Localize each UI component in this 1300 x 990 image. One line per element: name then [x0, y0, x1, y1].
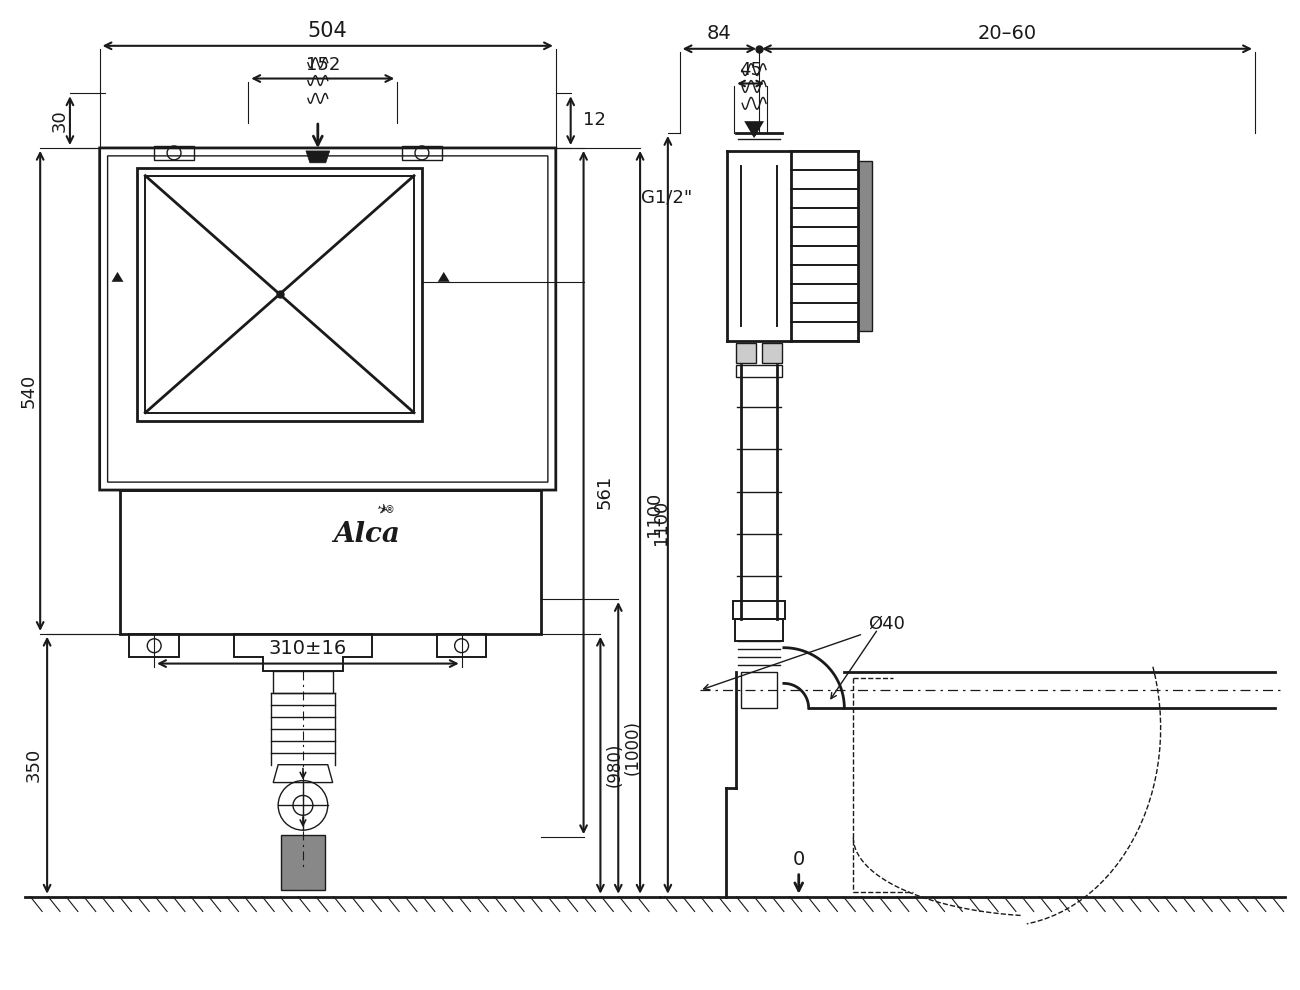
Polygon shape: [306, 150, 330, 162]
Text: (980): (980): [606, 743, 624, 787]
Text: ✈: ✈: [374, 501, 390, 519]
Polygon shape: [112, 272, 124, 282]
Polygon shape: [438, 272, 450, 282]
Text: 45: 45: [740, 60, 762, 78]
Text: 1100: 1100: [645, 492, 663, 538]
Text: 152: 152: [306, 55, 341, 73]
Text: Alca: Alca: [333, 521, 399, 548]
Bar: [762, 344, 781, 363]
Text: 84: 84: [707, 24, 732, 43]
Text: 12: 12: [582, 111, 606, 129]
Polygon shape: [744, 121, 764, 138]
Text: 0: 0: [793, 849, 805, 869]
Bar: [736, 344, 757, 363]
Text: 30: 30: [51, 109, 69, 132]
Text: G1/2": G1/2": [641, 188, 693, 207]
Text: 540: 540: [20, 374, 38, 408]
Text: (1000): (1000): [623, 721, 641, 775]
Text: 310±16: 310±16: [269, 639, 347, 657]
Text: 561: 561: [595, 475, 614, 509]
Bar: [281, 836, 325, 890]
Bar: [858, 160, 872, 332]
Text: ®: ®: [385, 505, 394, 515]
Text: 20–60: 20–60: [978, 24, 1036, 43]
Text: 504: 504: [308, 21, 347, 41]
Text: 1100: 1100: [653, 500, 670, 544]
Text: 350: 350: [25, 748, 42, 782]
Text: Ø40: Ø40: [868, 615, 905, 633]
